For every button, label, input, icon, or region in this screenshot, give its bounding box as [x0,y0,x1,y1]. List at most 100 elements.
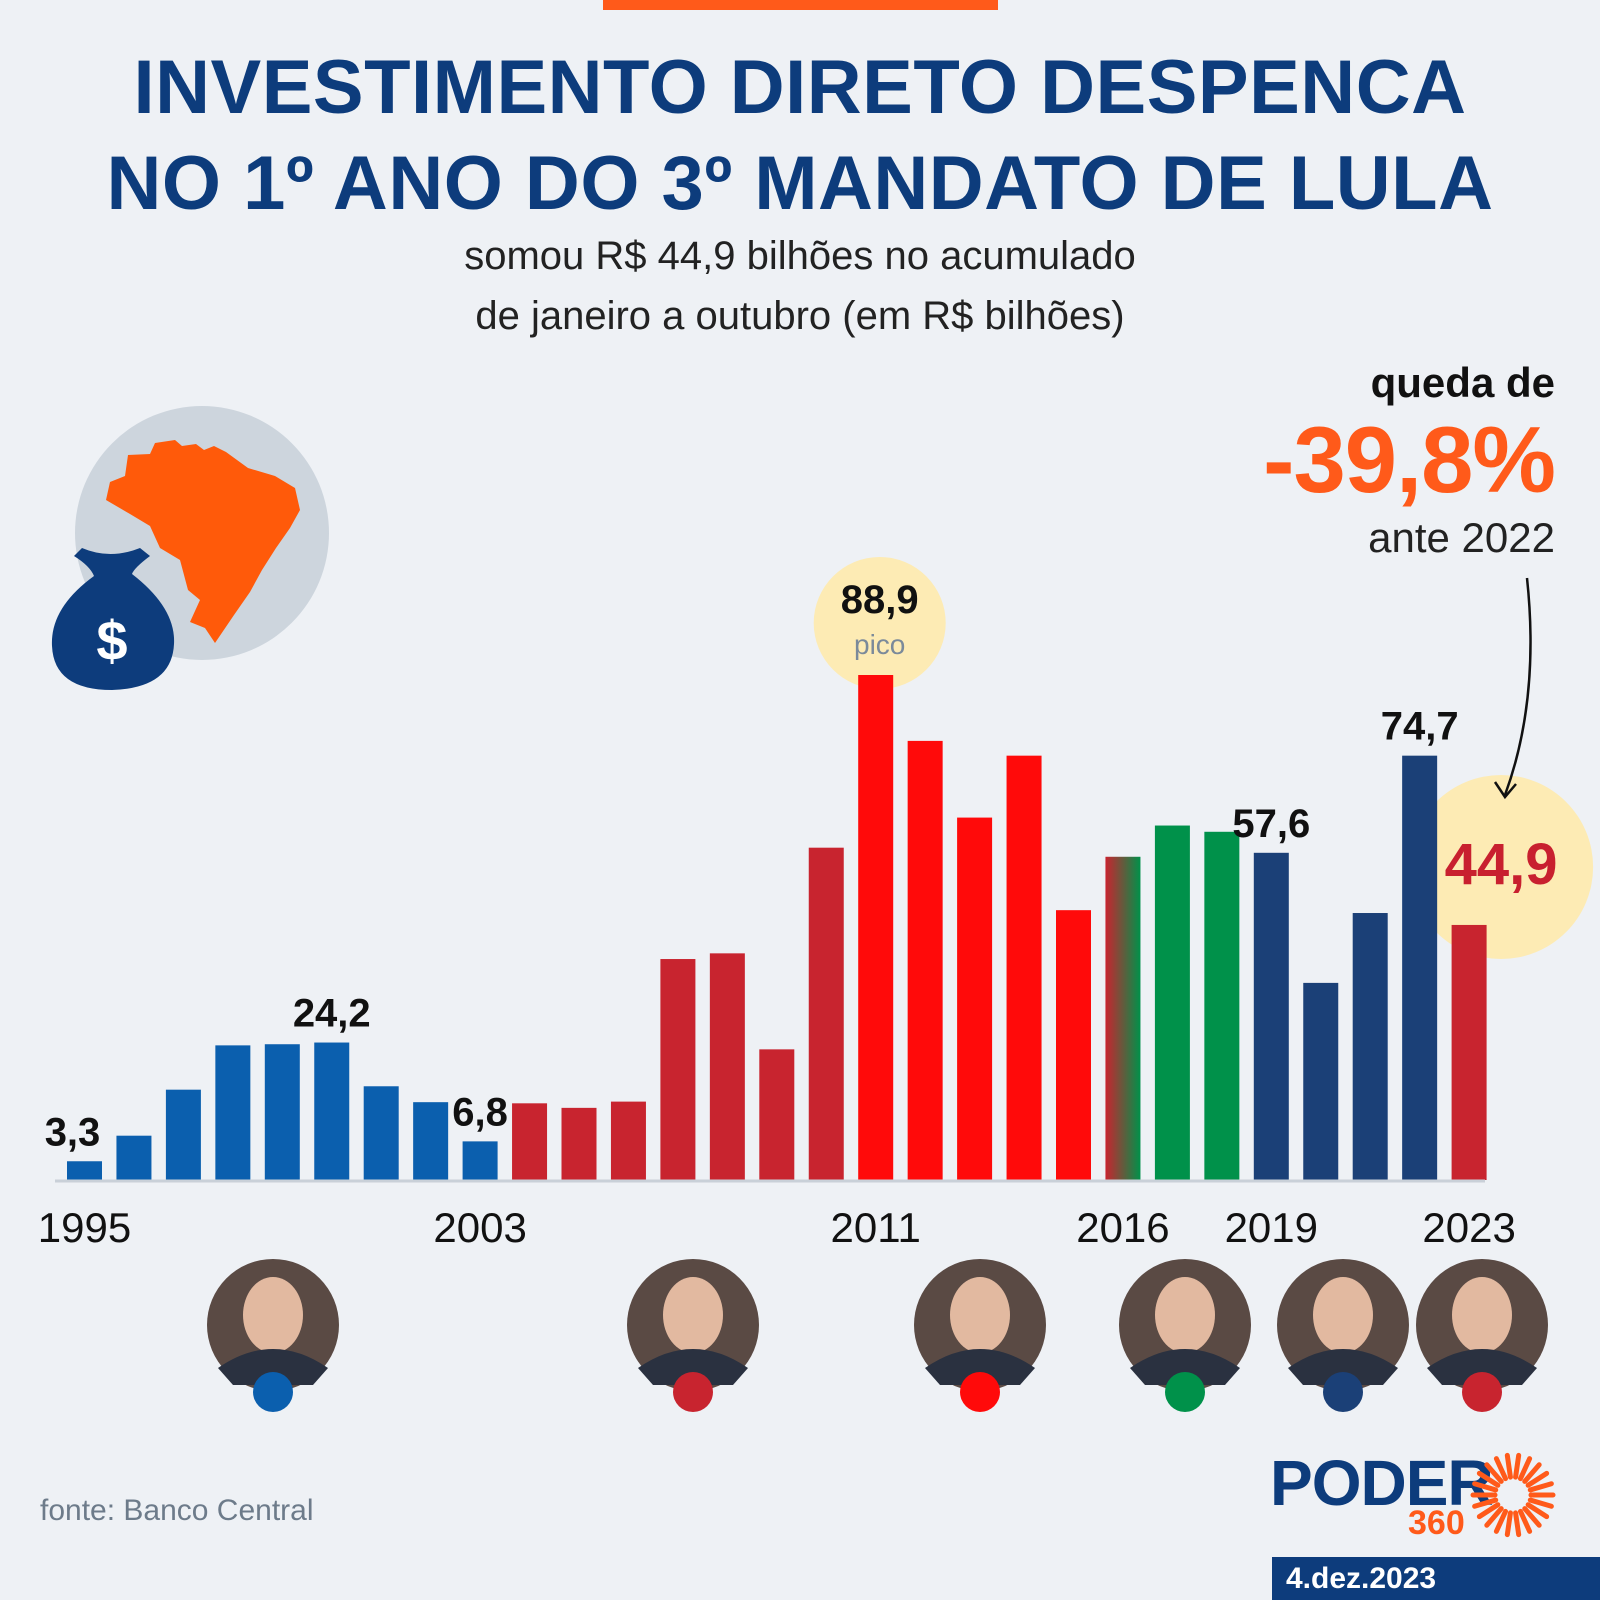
portrait-body-lula [638,1349,748,1385]
portrait-face-lula [663,1277,723,1353]
sunburst-ray [1504,1452,1513,1480]
bar-1995 [67,1161,102,1180]
value-label-2019: 57,6 [1232,802,1310,846]
subtitle-line-2: de janeiro a outubro (em R$ bilhões) [475,294,1125,338]
sunburst-ray [1527,1497,1554,1509]
year-labels: 1995 2003 2011 2016 2019 2023 [38,1204,1516,1251]
peak-value-label: 88,9 [841,578,919,622]
portrait-dilma [914,1259,1046,1412]
portrait-face-bolsonaro [1313,1277,1373,1353]
bar-2013 [957,817,993,1180]
bar-2012 [907,740,943,1180]
bars-group [67,675,1487,1180]
bar-2014 [1006,755,1042,1180]
bar-1996 [116,1135,152,1180]
logo-text: PODER [1270,1447,1494,1519]
bar-2019 [1253,852,1289,1180]
sun-burst-icon [1470,1452,1556,1538]
year-label-2016: 2016 [1076,1204,1169,1251]
drop-callout-comparison: ante 2022 [1368,514,1555,561]
bar-2007 [660,959,696,1180]
bar-2022 [1402,755,1438,1180]
sunburst-ray [1476,1470,1501,1488]
sunburst-ray [1525,1502,1550,1520]
portrait-body-bolsonaro [1288,1349,1398,1385]
bar-2008 [709,953,745,1180]
bar-2001 [363,1086,399,1180]
sunburst-ray [1517,1508,1533,1534]
sunburst-ray [1493,1508,1509,1534]
drop-callout: queda de -39,8% ante 2022 [1263,358,1556,564]
bar-2015 [1056,910,1091,1180]
top-accent-bar [603,0,998,10]
bar-2023 [1451,924,1487,1180]
year-label-2023: 2023 [1422,1204,1515,1251]
portrait-fhc [207,1259,339,1412]
title-line-1: INVESTIMENTO DIRETO DESPENCA [133,45,1467,130]
portrait-face-lula [1452,1277,1512,1353]
year-label-2003: 2003 [433,1204,526,1251]
bar-1997 [165,1089,201,1180]
sunburst-ray [1525,1470,1550,1488]
portrait-face-fhc [243,1277,303,1353]
logo-number: 360 [1408,1504,1465,1542]
peak-caption: pico [854,629,905,660]
highlight-bubble [1409,775,1594,959]
portrait-body-temer [1130,1349,1240,1385]
drop-callout-percent: -39,8% [1263,407,1556,512]
year-label-2011: 2011 [831,1204,921,1251]
dollar-sign-icon: $ [96,609,127,672]
sunburst-ray [1472,1481,1499,1493]
bar-2006 [610,1101,646,1180]
sunburst-ray [1493,1456,1509,1482]
bar-2010 [808,847,844,1180]
page-subtitle: somou R$ 44,9 bilhões no acumulado de ja… [0,226,1600,346]
bar-1999 [264,1044,300,1180]
party-dot-lula [1462,1372,1502,1412]
value-label-2022: 74,7 [1381,705,1459,749]
president-portraits [207,1259,1548,1412]
portrait-body-lula [1427,1349,1537,1385]
title-line-2: NO 1º ANO DO 3º MANDATO DE LULA [106,141,1494,226]
bar-2018 [1204,831,1240,1180]
party-dot-bolsonaro [1323,1372,1363,1412]
sunburst-ray [1484,1462,1504,1484]
year-label-1995: 1995 [38,1204,131,1251]
sunburst-ray [1517,1456,1533,1482]
bar-2021 [1352,913,1388,1180]
value-label-2000: 24,2 [293,992,371,1036]
brazil-money-illustration: $ [51,406,329,690]
sunburst-ray [1484,1506,1504,1528]
sunburst-ray [1527,1481,1554,1493]
sunburst-ray [1522,1462,1542,1484]
date-badge: 4.dez.2023 [1272,1557,1600,1600]
bar-2000 [314,1042,350,1180]
bar-2016 [1105,856,1141,1180]
money-bag-icon [51,548,175,690]
portrait-bolsonaro [1277,1259,1409,1412]
peak-bubble [813,557,946,689]
bar-2002 [413,1102,449,1180]
portrait-lula [1416,1259,1548,1412]
portrait-body-dilma [925,1349,1035,1385]
poder360-logo: PODER 360 [1270,1448,1570,1548]
bar-2020 [1303,982,1339,1180]
portrait-face-dilma [950,1277,1010,1353]
party-dot-lula [673,1372,713,1412]
sunburst-ray [1472,1497,1499,1509]
sunburst-ray [1504,1510,1513,1538]
source-note: fonte: Banco Central [40,1494,314,1527]
bar-1998 [215,1045,251,1180]
value-label-2003: 6,8 [452,1090,508,1134]
party-dot-temer [1165,1372,1205,1412]
callout-arrow [1503,577,1532,796]
bar-2011 [858,675,894,1180]
year-label-2019: 2019 [1225,1204,1318,1251]
subtitle-line-1: somou R$ 44,9 bilhões no acumulado [464,234,1136,278]
sunburst-ray [1513,1510,1522,1538]
brazil-map-icon [106,440,300,643]
drop-callout-label: queda de [1370,359,1555,406]
portrait-temer [1119,1259,1251,1412]
callout-arrow-head [1493,781,1517,800]
